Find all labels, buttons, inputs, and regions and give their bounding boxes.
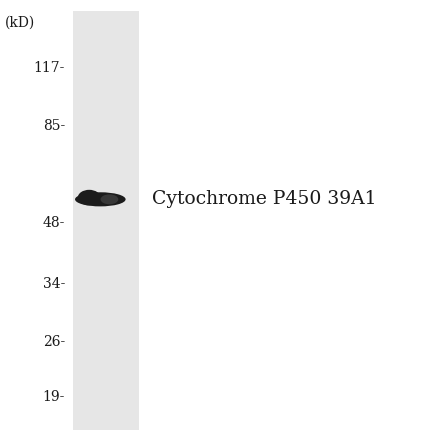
Text: 34-: 34- bbox=[43, 277, 65, 292]
Text: Cytochrome P450 39A1: Cytochrome P450 39A1 bbox=[152, 191, 376, 208]
Ellipse shape bbox=[101, 194, 118, 204]
Bar bbox=[73, 11, 139, 430]
Ellipse shape bbox=[75, 192, 126, 206]
Text: 85-: 85- bbox=[43, 119, 65, 133]
Text: 48-: 48- bbox=[43, 216, 65, 230]
Text: 19-: 19- bbox=[43, 390, 65, 404]
Text: 117-: 117- bbox=[34, 61, 65, 75]
Ellipse shape bbox=[78, 190, 101, 206]
Text: 26-: 26- bbox=[43, 335, 65, 349]
Text: (kD): (kD) bbox=[5, 15, 36, 30]
